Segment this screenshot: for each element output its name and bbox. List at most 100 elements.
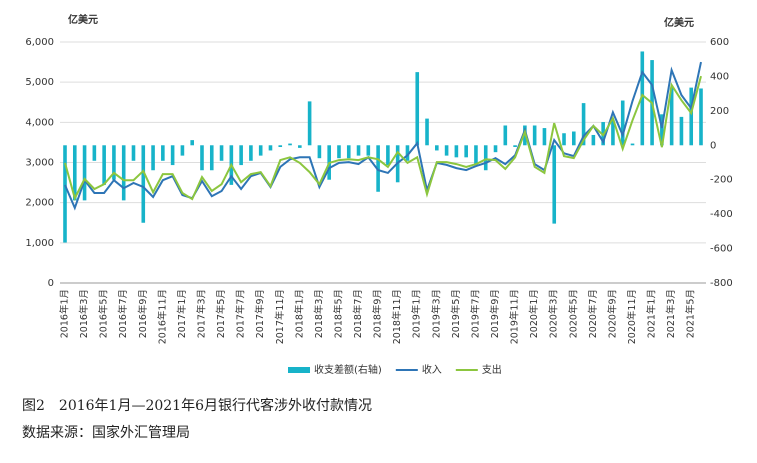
x-tick-label: 2016年7月 — [117, 289, 129, 338]
bar — [102, 145, 106, 185]
bar — [689, 87, 694, 146]
bar — [699, 88, 703, 146]
bar — [258, 145, 263, 156]
bar — [503, 125, 508, 146]
x-tick-label: 2020年9月 — [606, 289, 618, 338]
bar — [620, 100, 625, 146]
legend-swatch — [288, 367, 310, 373]
bar — [660, 114, 664, 146]
bar — [679, 116, 684, 146]
bar — [640, 51, 645, 146]
bar — [572, 131, 576, 146]
bar — [298, 145, 302, 148]
source: 数据来源：国家外汇管理局 — [22, 424, 190, 441]
x-tick-label: 2019年9月 — [489, 289, 501, 338]
x-tick-label: 2017年9月 — [254, 289, 266, 338]
bar — [72, 145, 77, 201]
x-tick-label: 2017年7月 — [235, 289, 247, 338]
bar — [542, 128, 547, 146]
x-tick-label: 2018年7月 — [352, 289, 364, 338]
bar — [483, 145, 488, 171]
bar — [611, 120, 615, 146]
bar — [121, 145, 126, 201]
x-tick-label: 2018年3月 — [313, 289, 325, 338]
x-tick-label: 2019年3月 — [430, 289, 442, 338]
bar — [239, 145, 243, 166]
x-tick-label: 2016年9月 — [137, 289, 149, 338]
bar — [307, 101, 312, 146]
bar — [63, 145, 67, 243]
bar — [415, 72, 420, 146]
bar — [464, 145, 468, 158]
bar — [209, 145, 214, 171]
bar — [493, 145, 498, 153]
x-tick-label: 2018年5月 — [332, 289, 344, 338]
bar — [278, 145, 283, 148]
bar — [131, 145, 136, 161]
line — [64, 75, 702, 201]
bar — [405, 145, 410, 161]
line — [64, 61, 702, 211]
bar — [288, 143, 292, 146]
x-tick-label: 2021年5月 — [685, 289, 697, 338]
x-tick-label: 2018年11月 — [391, 289, 403, 344]
x-tick-label: 2020年5月 — [567, 289, 579, 338]
bar — [425, 118, 429, 146]
x-tick-label: 2020年7月 — [587, 289, 599, 338]
bar — [444, 145, 449, 156]
bar — [219, 145, 224, 161]
y2-tick-label: 0 — [710, 140, 716, 151]
x-tick-label: 2021年1月 — [646, 289, 658, 338]
bar — [112, 145, 116, 180]
y-tick-label: 3,000 — [25, 158, 54, 169]
bar — [356, 145, 361, 156]
bar — [151, 145, 155, 171]
x-tick-label: 2020年1月 — [528, 289, 540, 338]
y-tick-label: 2,000 — [25, 198, 54, 209]
bar — [454, 145, 459, 158]
y-tick-label: 6,000 — [25, 37, 54, 48]
bar — [591, 134, 596, 146]
bar — [141, 145, 146, 223]
bar — [317, 145, 322, 159]
bar — [386, 145, 390, 166]
bar — [337, 145, 341, 159]
x-tick-label: 2019年11月 — [509, 289, 521, 344]
x-tick-label: 2017年3月 — [195, 289, 207, 338]
legend-label: 支出 — [482, 363, 502, 376]
legend-label: 收支差额(右轴) — [314, 363, 382, 376]
y2-tick-label: -600 — [710, 244, 733, 255]
bar — [161, 145, 165, 161]
x-tick-label: 2017年11月 — [274, 289, 286, 344]
bar — [92, 145, 97, 161]
bar — [513, 145, 517, 148]
bar — [669, 87, 674, 146]
y2-tick-label: 400 — [710, 71, 729, 82]
x-tick-label: 2017年1月 — [176, 289, 188, 338]
y2-tick-label: 600 — [710, 37, 729, 48]
x-tick-label: 2018年9月 — [372, 289, 384, 338]
x-tick-label: 2019年1月 — [411, 289, 423, 338]
bar — [180, 145, 185, 156]
x-tick-label: 2016年5月 — [98, 289, 110, 338]
x-tick-label: 2016年11月 — [156, 289, 168, 344]
y-tick-label: 4,000 — [25, 117, 54, 128]
y2-axis-unit: 亿美元 — [664, 16, 694, 29]
bar — [532, 125, 537, 146]
bar — [581, 103, 586, 146]
x-tick-label: 2019年7月 — [469, 289, 481, 338]
y-tick-label: 0 — [48, 278, 54, 289]
bar — [82, 145, 87, 201]
bar — [552, 145, 557, 224]
bar — [366, 145, 371, 156]
y2-tick-label: 200 — [710, 106, 729, 117]
y2-tick-label: -200 — [710, 175, 733, 186]
x-tick-label: 2017年5月 — [215, 289, 227, 338]
x-tick-label: 2019年5月 — [450, 289, 462, 338]
y-tick-label: 1,000 — [25, 238, 54, 249]
y2-tick-label: -400 — [710, 209, 733, 220]
x-tick-label: 2020年11月 — [626, 289, 638, 344]
bar — [268, 145, 273, 151]
